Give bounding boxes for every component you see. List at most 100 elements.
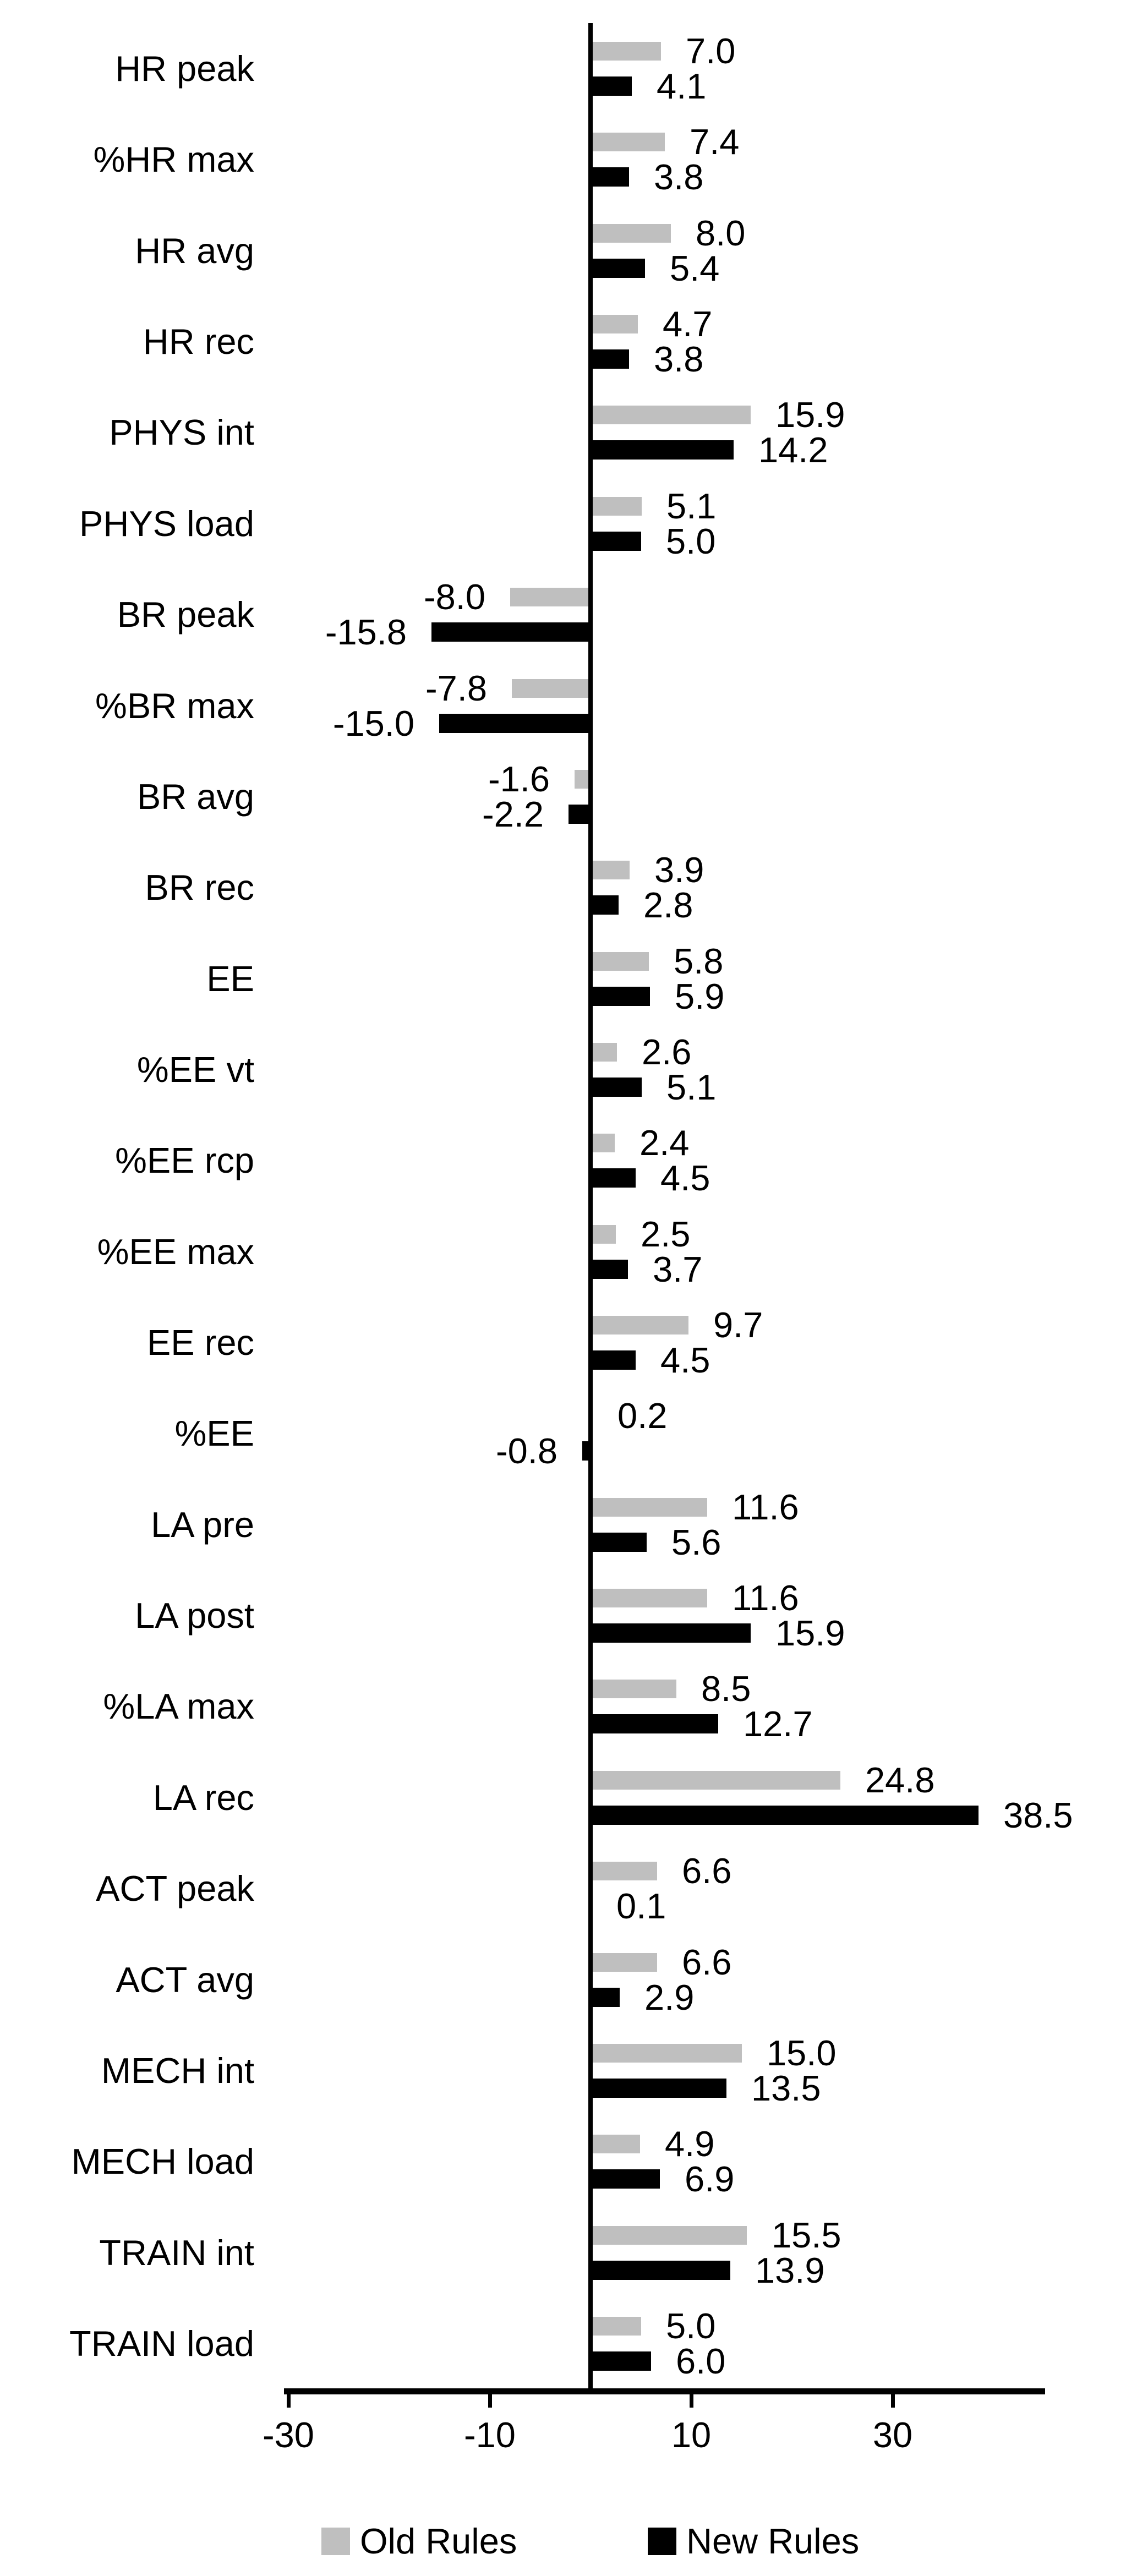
category-label-hr-peak: HR peak <box>115 48 254 89</box>
bar-new-rules-%ee-rcp <box>591 1168 636 1188</box>
category-label-hr-avg: HR avg <box>135 231 254 271</box>
bar-new-rules-hr-rec <box>591 349 629 369</box>
value-label-old-rules-hr-rec: 4.7 <box>663 304 713 344</box>
value-label-old-rules-act-peak: 6.6 <box>682 1851 732 1891</box>
bar-old-rules-%br-max <box>512 679 591 698</box>
category-label-%br-max: %BR max <box>95 686 254 726</box>
bar-old-rules-br-rec <box>591 861 630 879</box>
category-label-train-int: TRAIN int <box>99 2233 254 2273</box>
value-label-new-rules-%ee-vt: 5.1 <box>666 1067 717 1107</box>
category-label-%ee: %EE <box>174 1413 254 1453</box>
category-label-la-pre: LA pre <box>151 1505 254 1545</box>
bar-new-rules-%ee-vt <box>591 1078 642 1097</box>
category-label-br-peak: BR peak <box>117 594 254 635</box>
bar-new-rules-la-pre <box>591 1533 647 1552</box>
category-label-la-post: LA post <box>135 1595 254 1636</box>
x-axis-tick-label--30: -30 <box>263 2415 314 2455</box>
category-label-%la-max: %LA max <box>103 1686 254 1726</box>
value-label-new-rules-br-rec: 2.8 <box>643 885 693 925</box>
bar-new-rules-hr-avg <box>591 259 645 278</box>
bar-old-rules-%ee-vt <box>591 1043 617 1062</box>
category-label-br-avg: BR avg <box>136 776 254 817</box>
bar-new-rules-ee <box>591 987 650 1006</box>
x-axis-tick-label--10: -10 <box>464 2415 516 2455</box>
legend-swatch-old-rules <box>321 2528 350 2555</box>
bar-old-rules-ee-rec <box>591 1316 688 1335</box>
bar-new-rules-train-int <box>591 2261 730 2280</box>
x-axis-line <box>284 2388 1045 2394</box>
bar-old-rules-la-rec <box>591 1771 840 1790</box>
category-label-%ee-rcp: %EE rcp <box>115 1140 254 1180</box>
category-label-ee-rec: EE rec <box>146 1322 254 1363</box>
bar-old-rules-hr-avg <box>591 224 671 243</box>
value-label-old-rules-la-post: 11.6 <box>732 1578 799 1618</box>
category-label-ee: EE <box>206 959 254 999</box>
bar-old-rules-br-avg <box>575 770 591 789</box>
value-label-old-rules-act-avg: 6.6 <box>682 1942 732 1982</box>
category-label-mech-int: MECH int <box>101 2050 254 2091</box>
category-label-act-peak: ACT peak <box>96 1868 254 1908</box>
value-label-old-rules-br-peak: -8.0 <box>423 577 485 617</box>
category-axis-zero-line <box>588 23 593 2394</box>
value-label-old-rules-br-rec: 3.9 <box>654 850 704 890</box>
bar-old-rules-mech-int <box>591 2044 742 2063</box>
category-label-br-rec: BR rec <box>145 867 254 907</box>
bar-new-rules-%br-max <box>439 714 591 733</box>
value-label-old-rules-br-avg: -1.6 <box>488 759 550 799</box>
category-label-phys-load: PHYS load <box>79 504 254 544</box>
bar-old-rules-hr-rec <box>591 315 638 333</box>
bar-new-rules-hr-peak <box>591 76 632 96</box>
bar-old-rules-act-peak <box>591 1862 657 1880</box>
bar-new-rules-train-load <box>591 2351 651 2371</box>
bar-old-rules-act-avg <box>591 1953 657 1972</box>
bar-old-rules-mech-load <box>591 2135 640 2153</box>
value-label-old-rules-%ee: 0.2 <box>617 1396 668 1436</box>
bar-new-rules-mech-int <box>591 2079 726 2098</box>
value-label-new-rules-mech-load: 6.9 <box>685 2159 735 2199</box>
value-label-old-rules-hr-peak: 7.0 <box>686 31 736 71</box>
value-label-old-rules-mech-int: 15.0 <box>767 2033 837 2073</box>
bar-new-rules-act-avg <box>591 1988 620 2007</box>
value-label-new-rules-la-post: 15.9 <box>775 1613 845 1653</box>
value-label-old-rules-hr-avg: 8.0 <box>696 213 746 253</box>
value-label-new-rules-%la-max: 12.7 <box>743 1704 813 1744</box>
bar-old-rules-la-post <box>591 1589 707 1607</box>
legend-swatch-new-rules <box>648 2528 676 2555</box>
category-label-hr-rec: HR rec <box>143 321 254 362</box>
bar-new-rules-mech-load <box>591 2169 660 2189</box>
value-label-old-rules-%hr-max: 7.4 <box>690 122 740 162</box>
value-label-old-rules-la-rec: 24.8 <box>865 1760 935 1800</box>
category-label-train-load: TRAIN load <box>69 2323 254 2364</box>
x-axis-tick--30 <box>287 2394 291 2408</box>
bar-old-rules-phys-int <box>591 406 751 424</box>
value-label-new-rules-br-peak: -15.8 <box>325 612 407 652</box>
category-label-%ee-vt: %EE vt <box>136 1049 254 1090</box>
x-axis-tick-label-10: 10 <box>671 2415 712 2455</box>
value-label-new-rules-mech-int: 13.5 <box>751 2068 821 2108</box>
value-label-old-rules-phys-load: 5.1 <box>666 486 717 526</box>
bar-new-rules-ee-rec <box>591 1350 636 1370</box>
value-label-new-rules-train-load: 6.0 <box>676 2341 726 2381</box>
bar-new-rules-%hr-max <box>591 167 629 187</box>
value-label-old-rules-%ee-rcp: 2.4 <box>639 1123 690 1163</box>
value-label-old-rules-train-load: 5.0 <box>666 2306 716 2346</box>
bar-new-rules-phys-load <box>591 532 641 551</box>
value-label-new-rules-ee: 5.9 <box>675 976 725 1016</box>
value-label-old-rules-%ee-vt: 2.6 <box>642 1032 692 1072</box>
x-axis-tick--10 <box>488 2394 492 2408</box>
bar-old-rules-%ee-rcp <box>591 1134 615 1152</box>
category-label-act-avg: ACT avg <box>116 1960 254 2000</box>
x-axis-tick-10 <box>690 2394 693 2408</box>
value-label-new-rules-hr-peak: 4.1 <box>657 66 707 106</box>
value-label-old-rules-%la-max: 8.5 <box>701 1669 751 1709</box>
value-label-new-rules-hr-rec: 3.8 <box>654 339 704 379</box>
legend-label-old-rules: Old Rules <box>360 2521 517 2561</box>
value-label-old-rules-mech-load: 4.9 <box>665 2124 715 2164</box>
value-label-new-rules-%br-max: -15.0 <box>332 703 414 743</box>
bar-old-rules-train-int <box>591 2226 747 2245</box>
value-label-new-rules-la-pre: 5.6 <box>671 1522 721 1562</box>
bar-new-rules-phys-int <box>591 440 734 460</box>
bar-old-rules-ee <box>591 952 649 971</box>
bar-old-rules-%la-max <box>591 1680 676 1698</box>
